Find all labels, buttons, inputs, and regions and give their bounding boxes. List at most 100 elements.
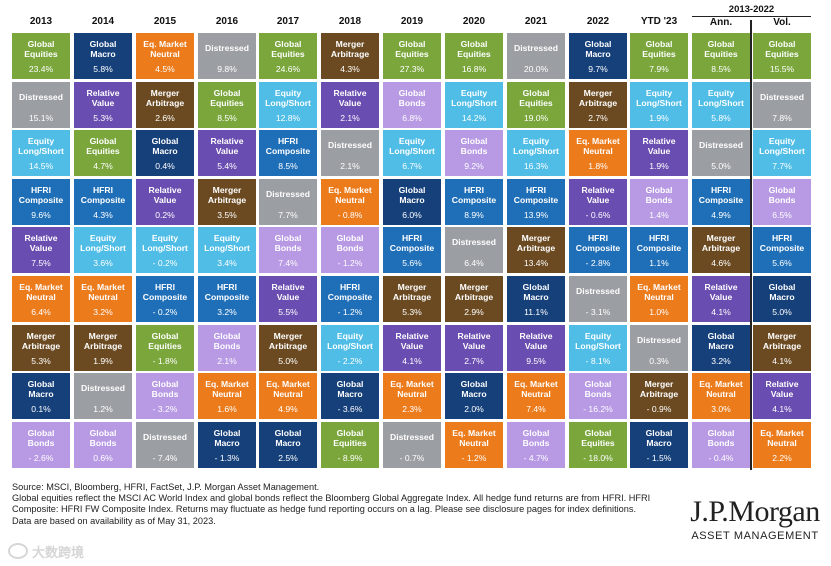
cell-return-value: 2.1% bbox=[217, 355, 237, 366]
cell-return-value: 13.9% bbox=[523, 209, 549, 220]
cell-return-value: 15.1% bbox=[28, 112, 54, 123]
cell-asset-name: Global Macro bbox=[27, 379, 55, 400]
cell-return-value: 5.8% bbox=[711, 112, 731, 123]
cell-return-value: 2.1% bbox=[340, 112, 360, 123]
cell-return-value: 4.7% bbox=[93, 161, 113, 172]
cell-asset-name: Global Equities bbox=[271, 39, 305, 59]
quilt-cell: Merger Arbitrage 4.6% bbox=[692, 227, 750, 274]
cell-asset-name: Distressed bbox=[266, 188, 310, 199]
quilt-cell: Relative Value 2.7% bbox=[445, 324, 503, 371]
cell-return-value: - 0.2% bbox=[152, 307, 178, 317]
cell-asset-name: Distressed bbox=[390, 431, 434, 442]
cell-return-value: 7.7% bbox=[278, 209, 298, 220]
cell-return-value: 6.4% bbox=[464, 258, 484, 269]
quilt-cell: Equity Long/Short 12.8% bbox=[259, 81, 317, 128]
quilt-cell: Distressed 5.0% bbox=[692, 130, 750, 177]
cell-return-value: 1.4% bbox=[649, 209, 669, 220]
cell-asset-name: Merger Arbitrage bbox=[639, 379, 679, 400]
cell-return-value: - 2.2% bbox=[337, 355, 363, 366]
cell-asset-name: Global Equities bbox=[395, 39, 429, 59]
quilt-cell: Eq. Market Neutral 6.4% bbox=[12, 276, 70, 322]
cell-asset-name: Global Macro bbox=[645, 427, 673, 448]
cell-asset-name: Equity Long/Short bbox=[451, 87, 497, 108]
quilt-cell: Eq. Market Neutral 1.0% bbox=[630, 276, 688, 322]
quilt-cell: Relative Value 4.1% bbox=[692, 276, 750, 322]
cell-asset-name: Relative Value bbox=[395, 330, 429, 351]
quilt-cell: Distressed - 3.1% bbox=[569, 276, 627, 322]
cell-asset-name: Distressed bbox=[576, 286, 620, 296]
cell-asset-name: Equity Long/Short bbox=[698, 87, 744, 108]
cell-asset-name: Global Macro bbox=[274, 427, 302, 448]
cell-return-value: 7.4% bbox=[278, 258, 298, 269]
cell-return-value: - 1.2% bbox=[337, 307, 363, 317]
cell-asset-name: Relative Value bbox=[765, 379, 799, 400]
cell-return-value: 2.2% bbox=[772, 452, 792, 463]
cell-asset-name: Eq. Market Neutral bbox=[19, 282, 63, 302]
cell-return-value: - 4.7% bbox=[523, 452, 549, 463]
cell-asset-name: Distressed bbox=[760, 91, 804, 102]
cell-asset-name: Relative Value bbox=[86, 87, 120, 108]
quilt-cell: Relative Value 7.5% bbox=[12, 227, 70, 274]
cell-return-value: 2.7% bbox=[464, 355, 484, 366]
cell-return-value: 1.8% bbox=[588, 161, 608, 172]
quilt-cell: Global Equities - 1.8% bbox=[136, 324, 194, 371]
quilt-cell: Distressed 7.7% bbox=[259, 178, 317, 225]
cell-asset-name: Global Equities bbox=[519, 87, 553, 108]
cell-return-value: - 0.2% bbox=[152, 258, 178, 269]
quilt-cell: Global Equities 7.9% bbox=[630, 33, 688, 79]
quilt-cell: HFRI Composite - 1.2% bbox=[321, 276, 379, 322]
cell-asset-name: HFRI Composite bbox=[759, 233, 805, 254]
cell-return-value: 5.3% bbox=[31, 355, 51, 366]
quilt-cell: Global Macro - 1.5% bbox=[630, 421, 688, 468]
ann-vol-separator bbox=[750, 20, 752, 471]
cell-return-value: 7.8% bbox=[772, 112, 792, 123]
cell-return-value: 16.8% bbox=[461, 64, 487, 74]
quilt-cell: Merger Arbitrage 4.3% bbox=[321, 33, 379, 79]
cell-asset-name: Global Bonds bbox=[584, 379, 612, 400]
cell-return-value: 7.7% bbox=[772, 161, 792, 172]
cell-return-value: 7.5% bbox=[31, 258, 51, 269]
cell-asset-name: Global Bonds bbox=[707, 427, 735, 448]
cell-asset-name: Equity Long/Short bbox=[142, 233, 188, 254]
quilt-cell: Merger Arbitrage 2.7% bbox=[569, 81, 627, 128]
quilt-cell: HFRI Composite 9.6% bbox=[12, 178, 70, 225]
quilt-cell: Equity Long/Short 3.6% bbox=[74, 227, 132, 274]
cell-asset-name: Global Bonds bbox=[213, 330, 241, 351]
cell-asset-name: HFRI Composite bbox=[575, 233, 621, 254]
cell-return-value: 2.5% bbox=[278, 452, 298, 463]
cell-asset-name: Global Equities bbox=[86, 136, 120, 157]
quilt-cell: Eq. Market Neutral 7.4% bbox=[507, 373, 565, 420]
cell-asset-name: Global Equities bbox=[457, 39, 491, 59]
quilt-cell: HFRI Composite 1.1% bbox=[630, 227, 688, 274]
jpmorgan-logo: J.P.Morgan ASSET MANAGEMENT bbox=[690, 496, 820, 543]
cell-asset-name: Eq. Market Neutral bbox=[266, 379, 310, 400]
cell-asset-name: Global Macro bbox=[460, 379, 488, 400]
quilt-cell: Global Bonds - 16.2% bbox=[569, 373, 627, 420]
quilt-cell: Merger Arbitrage 5.3% bbox=[12, 324, 70, 371]
cell-return-value: 7.9% bbox=[649, 64, 669, 74]
cell-asset-name: Equity Long/Short bbox=[204, 233, 250, 254]
cell-return-value: 0.1% bbox=[31, 404, 51, 415]
cell-return-value: 24.6% bbox=[275, 64, 301, 74]
quilt-cell: Relative Value 5.3% bbox=[74, 81, 132, 128]
cell-asset-name: HFRI Composite bbox=[18, 184, 64, 205]
cell-return-value: - 16.2% bbox=[583, 404, 613, 415]
cell-return-value: 5.0% bbox=[711, 161, 731, 172]
column-header: 2019 bbox=[400, 16, 424, 27]
cell-return-value: - 1.2% bbox=[461, 452, 487, 463]
cell-asset-name: Relative Value bbox=[581, 184, 615, 205]
cell-asset-name: Global Equities bbox=[24, 39, 58, 59]
quilt-cell: HFRI Composite 13.9% bbox=[507, 178, 565, 225]
quilt-cell: Distressed - 0.7% bbox=[383, 421, 441, 468]
cell-return-value: 5.3% bbox=[93, 112, 113, 123]
quilt-cell: Global Macro 9.7% bbox=[569, 33, 627, 79]
quilt-cell: HFRI Composite 4.9% bbox=[692, 178, 750, 225]
quilt-cell: Global Equities - 18.0% bbox=[569, 421, 627, 468]
cell-return-value: 15.5% bbox=[769, 64, 795, 74]
cell-return-value: 8.5% bbox=[711, 64, 731, 74]
quilt-cell: Global Bonds - 2.6% bbox=[12, 421, 70, 468]
cell-return-value: 4.1% bbox=[772, 355, 792, 366]
cell-return-value: 4.1% bbox=[772, 404, 792, 415]
quilt-cell: Distressed 0.3% bbox=[630, 324, 688, 371]
quilt-cell: Global Bonds 6.8% bbox=[383, 81, 441, 128]
